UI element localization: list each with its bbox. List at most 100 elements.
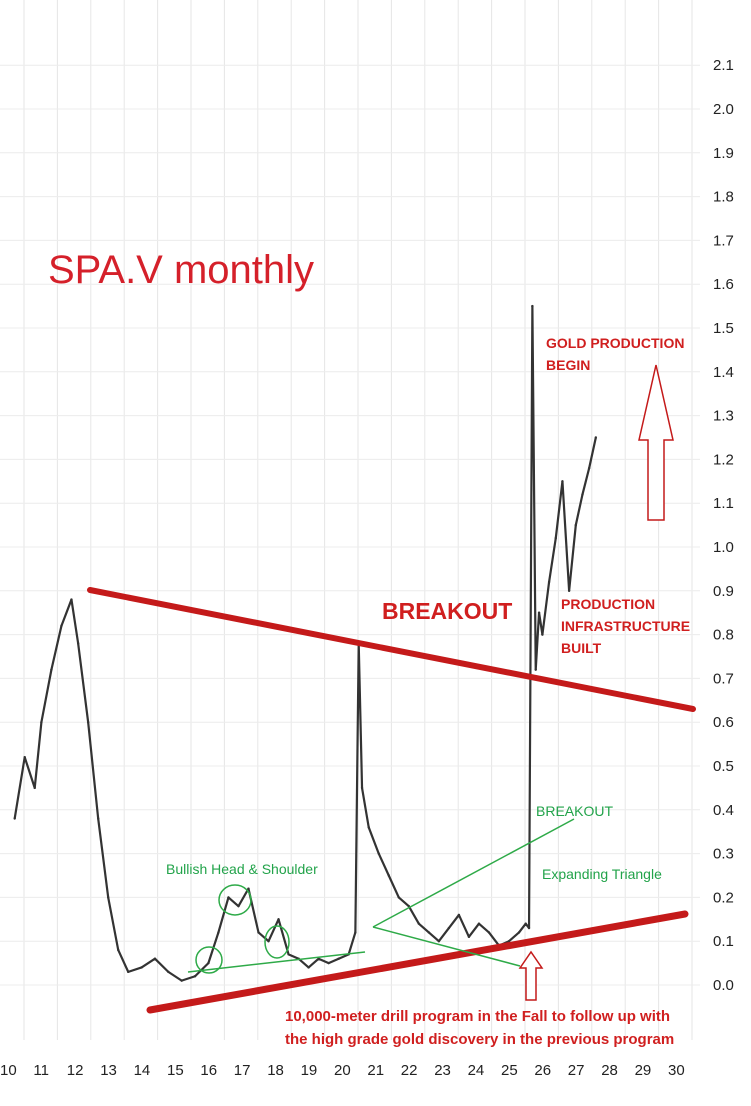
price-point <box>537 611 541 614</box>
price-point <box>140 966 143 969</box>
x-tick-label: 10 <box>0 1062 17 1079</box>
price-point <box>517 931 521 934</box>
resistance-trendline <box>87 587 696 712</box>
y-tick-label: 2.0 <box>713 101 734 118</box>
price-point <box>487 931 491 934</box>
price-point <box>527 926 531 930</box>
y-tick-label: 0.9 <box>713 583 734 600</box>
price-point <box>397 896 400 899</box>
price-point <box>23 756 26 759</box>
y-axis-ticks: 2.1 2.0 1.9 1.8 1.7 1.6 1.5 1.4 1.3 1.2 1.1 1.0 0.9 0… <box>713 57 734 994</box>
price-point <box>86 721 90 724</box>
y-tick-label: 1.9 <box>713 145 734 162</box>
price-point <box>153 957 157 960</box>
breakout-green-label: BREAKOUT <box>536 803 613 819</box>
price-point <box>227 896 230 899</box>
production-arrow <box>638 364 674 521</box>
y-tick-label: 1.1 <box>713 495 734 512</box>
price-point <box>33 786 36 790</box>
price-point <box>127 970 130 974</box>
drill-arrow <box>518 950 544 1001</box>
price-point <box>427 931 431 934</box>
x-tick-label: 30 <box>668 1062 685 1079</box>
bullish-hs-label: Bullish Head & Shoulder <box>166 861 318 877</box>
x-tick-label: 23 <box>434 1062 451 1079</box>
price-line <box>13 305 597 982</box>
x-tick-label: 21 <box>367 1062 384 1079</box>
y-tick-label: 1.7 <box>713 232 734 249</box>
y-tick-label: 1.0 <box>713 539 734 556</box>
y-tick-label: 2.1 <box>713 57 734 74</box>
y-tick-label: 1.5 <box>713 320 734 337</box>
price-point <box>507 940 511 943</box>
price-point <box>50 668 53 671</box>
x-tick-label: 22 <box>401 1062 418 1079</box>
head-circle <box>218 884 252 916</box>
x-tick-label: 27 <box>568 1062 585 1079</box>
price-point <box>534 668 537 671</box>
drill-note-line1: 10,000-meter drill program in the Fall t… <box>285 1008 670 1025</box>
x-tick-label: 13 <box>100 1062 117 1079</box>
x-tick-label: 20 <box>334 1062 351 1079</box>
price-point <box>437 940 441 943</box>
price-point <box>180 979 183 982</box>
y-tick-label: 1.2 <box>713 451 734 468</box>
price-point <box>13 817 16 820</box>
price-point <box>531 304 534 308</box>
neckline <box>187 951 366 973</box>
x-tick-label: 18 <box>267 1062 284 1079</box>
price-point <box>594 436 598 439</box>
price-point <box>96 817 100 820</box>
price-point <box>70 598 73 601</box>
price-point <box>247 887 250 890</box>
price-point <box>524 922 527 925</box>
x-tick-label: 11 <box>33 1062 49 1079</box>
support-trendline <box>146 910 689 1014</box>
y-tick-label: 0.2 <box>713 889 734 906</box>
price-point <box>547 580 551 584</box>
price-point <box>117 948 120 952</box>
x-tick-label: 15 <box>167 1062 184 1079</box>
price-point <box>541 633 544 636</box>
price-point <box>40 721 43 724</box>
triangle-upper <box>372 818 575 928</box>
x-tick-label: 28 <box>601 1062 618 1079</box>
x-tick-label: 26 <box>534 1062 551 1079</box>
price-point <box>567 589 571 592</box>
price-point <box>554 537 557 540</box>
production-infra-line1: PRODUCTION <box>561 596 655 612</box>
price-point <box>417 922 421 925</box>
price-point <box>467 935 471 939</box>
chart-title: SPA.V monthly <box>48 248 314 292</box>
y-tick-label: 0.5 <box>713 758 734 775</box>
price-point <box>107 896 110 899</box>
production-infra-line3: BUILT <box>561 640 602 656</box>
price-point <box>237 904 240 908</box>
price-point <box>581 493 584 496</box>
y-tick-label: 0.6 <box>713 714 734 731</box>
price-point <box>457 913 461 917</box>
price-point <box>60 624 63 628</box>
trend-overlays <box>87 364 696 1014</box>
price-point <box>327 961 330 965</box>
price-point <box>317 957 320 960</box>
price-point <box>277 918 280 921</box>
x-tick-label: 12 <box>67 1062 84 1079</box>
y-tick-label: 0.4 <box>713 802 734 819</box>
price-point <box>193 975 197 978</box>
x-tick-label: 29 <box>635 1062 652 1079</box>
x-tick-label: 14 <box>134 1062 151 1079</box>
y-tick-label: 0.7 <box>713 670 734 687</box>
y-tick-label: 0.3 <box>713 846 734 863</box>
expanding-triangle-label: Expanding Triangle <box>542 866 662 882</box>
price-point <box>257 931 260 934</box>
price-point <box>267 940 270 943</box>
x-tick-label: 24 <box>468 1062 485 1079</box>
price-point <box>561 480 564 483</box>
price-point <box>76 642 80 645</box>
price-point <box>447 926 451 930</box>
x-tick-label: 17 <box>234 1062 251 1079</box>
y-tick-label: 0.1 <box>713 933 734 950</box>
grid-lines <box>0 0 700 1040</box>
